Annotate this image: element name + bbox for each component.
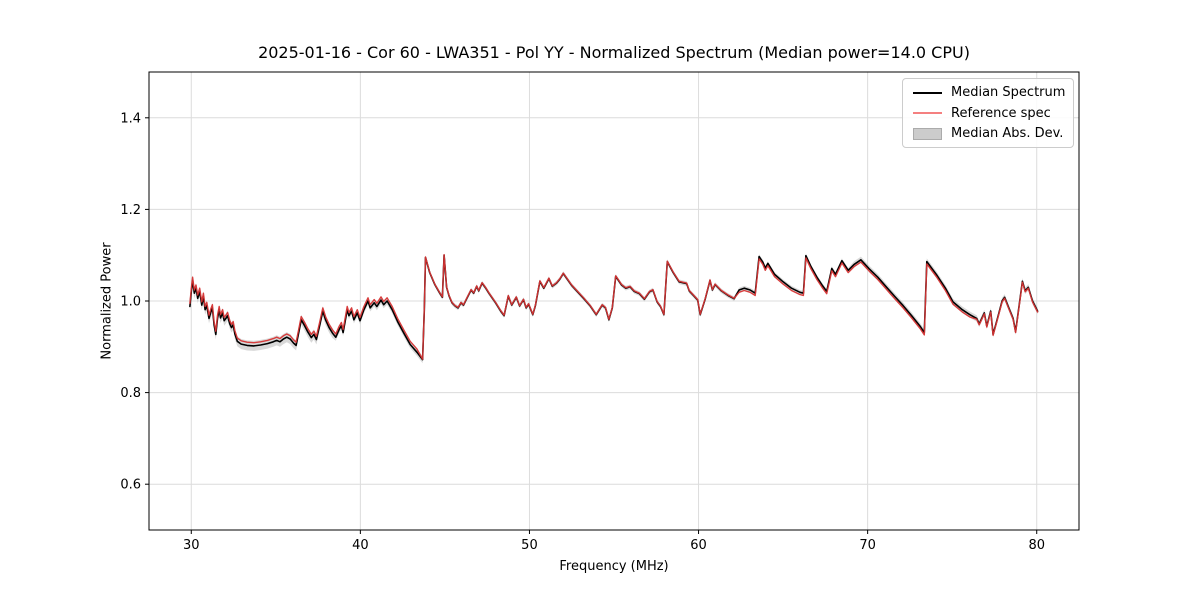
x-axis-label: Frequency (MHz) bbox=[149, 559, 1079, 574]
y-tick-label: 0.8 bbox=[120, 386, 141, 401]
y-tick-label: 0.6 bbox=[120, 478, 141, 493]
mad-band bbox=[190, 253, 1038, 363]
median-spectrum-line bbox=[190, 255, 1038, 359]
y-tick-label: 1.2 bbox=[120, 203, 141, 218]
median-spectrum-line-swatch bbox=[913, 92, 942, 94]
reference-spec-line bbox=[190, 255, 1038, 360]
legend-item-median-abs-dev: Median Abs. Dev. bbox=[913, 127, 1063, 140]
spectrum-figure: 30 40 50 60 70 80 0.6 0.8 1.0 1.2 1.4 2025-01-16 -… bbox=[0, 0, 1200, 600]
x-tick-label: 40 bbox=[352, 538, 369, 553]
x-tick-label: 70 bbox=[859, 538, 876, 553]
x-tick-label: 80 bbox=[1028, 538, 1045, 553]
legend: Median Spectrum Reference spec Median Ab… bbox=[902, 78, 1074, 148]
x-tick-label: 50 bbox=[521, 538, 538, 553]
ticks bbox=[145, 118, 1037, 534]
x-tick-label: 30 bbox=[183, 538, 200, 553]
reference-spec-line-swatch bbox=[913, 112, 942, 114]
legend-item-median-spectrum: Median Spectrum bbox=[913, 86, 1063, 99]
y-tick-label: 1.4 bbox=[120, 111, 141, 126]
tick-labels: 30 40 50 60 70 80 0.6 0.8 1.0 1.2 1.4 bbox=[120, 111, 1045, 553]
legend-label-median-spectrum: Median Spectrum bbox=[951, 86, 1065, 99]
x-tick-label: 60 bbox=[690, 538, 707, 553]
y-axis-label: Normalized Power bbox=[100, 242, 115, 359]
legend-item-reference-spec: Reference spec bbox=[913, 107, 1063, 120]
median-abs-dev-patch-swatch bbox=[913, 128, 942, 140]
y-tick-label: 1.0 bbox=[120, 295, 141, 310]
legend-label-reference-spec: Reference spec bbox=[951, 107, 1051, 120]
chart-title: 2025-01-16 - Cor 60 - LWA351 - Pol YY - … bbox=[149, 43, 1079, 62]
legend-label-median-abs-dev: Median Abs. Dev. bbox=[951, 127, 1063, 140]
